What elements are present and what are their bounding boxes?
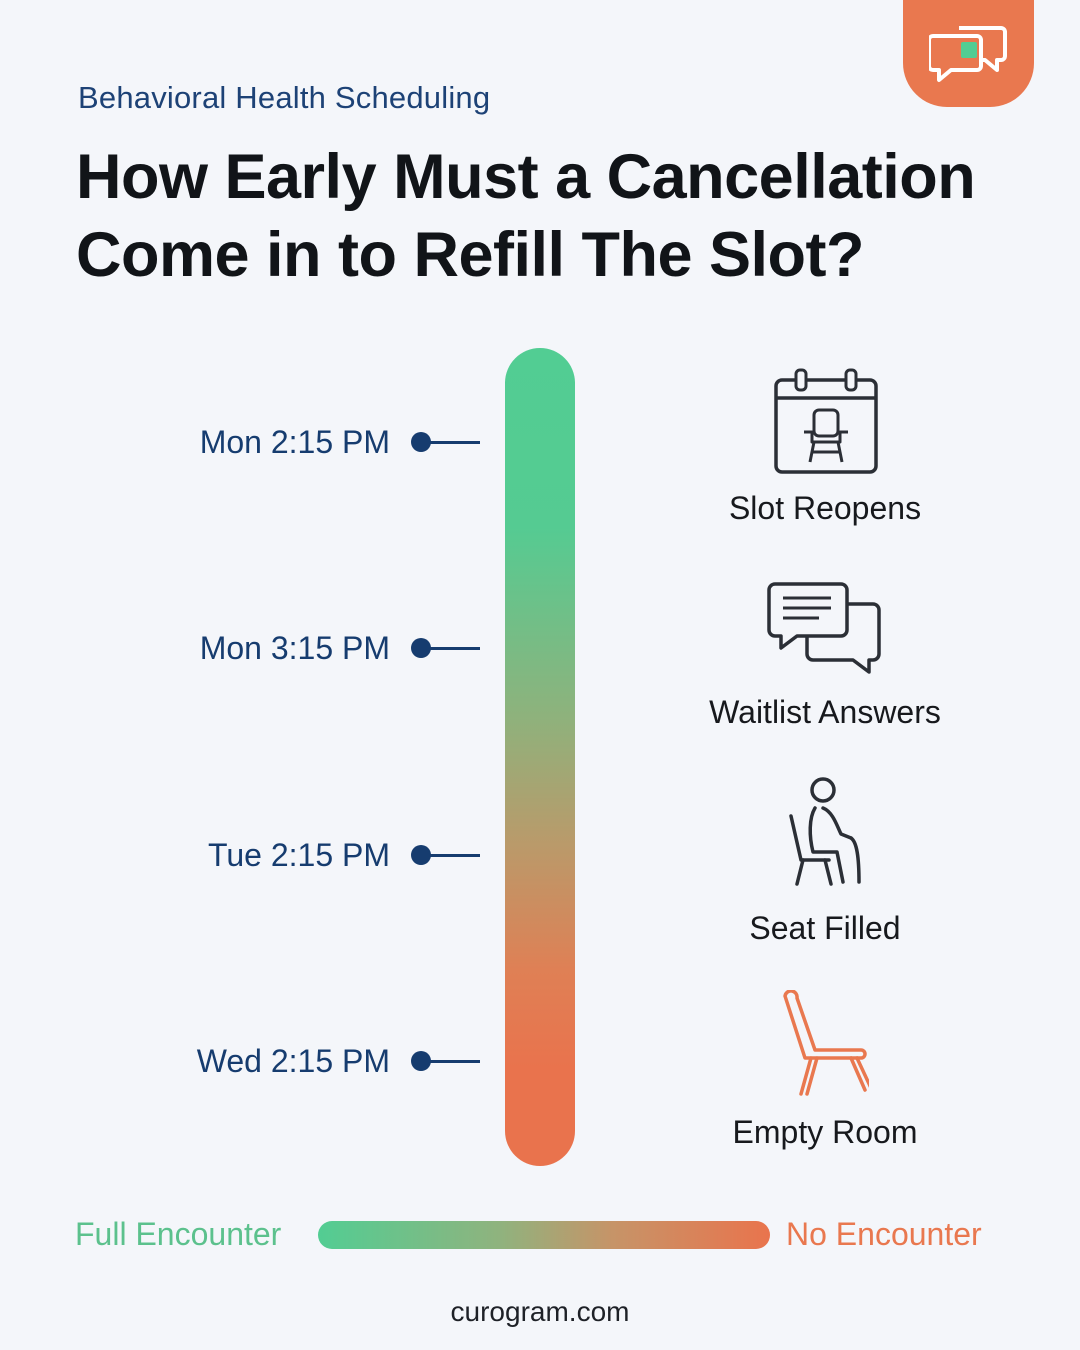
chat-bubbles-icon xyxy=(929,26,1007,82)
empty-chair-icon xyxy=(783,990,869,1096)
timeline-tick-3: Tue 2:15 PM xyxy=(180,835,480,875)
stage-seat-filled: Seat Filled xyxy=(660,776,990,948)
tick-connector xyxy=(425,1060,480,1063)
legend-right-label: No Encounter xyxy=(786,1216,982,1252)
stage-label: Empty Room xyxy=(732,1114,918,1150)
page-title: How Early Must a Cancellation Come in to… xyxy=(76,142,976,290)
tick-connector xyxy=(425,647,480,650)
tick-dot xyxy=(411,845,431,865)
stage-waitlist-answers: Waitlist Answers xyxy=(660,580,990,732)
timeline-tick-4: Wed 2:15 PM xyxy=(180,1041,480,1081)
tick-connector xyxy=(425,854,480,857)
tick-label: Mon 3:15 PM xyxy=(199,630,390,666)
calendar-chair-icon xyxy=(774,368,878,474)
legend-left-label: Full Encounter xyxy=(75,1216,282,1252)
stage-label: Seat Filled xyxy=(749,910,901,946)
timeline-tick-2: Mon 3:15 PM xyxy=(180,628,480,668)
tick-dot xyxy=(411,1051,431,1071)
logo-badge xyxy=(903,0,1034,107)
chat-bubbles-icon xyxy=(767,582,881,674)
tick-label: Mon 2:15 PM xyxy=(199,424,390,460)
timeline-tick-1: Mon 2:15 PM xyxy=(180,422,480,462)
tick-dot xyxy=(411,432,431,452)
tick-label: Tue 2:15 PM xyxy=(207,837,390,873)
seated-person-icon xyxy=(789,777,861,886)
tick-label: Wed 2:15 PM xyxy=(196,1043,390,1079)
legend-gradient-bar xyxy=(318,1221,770,1249)
tick-connector xyxy=(425,441,480,444)
stage-label: Slot Reopens xyxy=(728,490,922,526)
stage-slot-reopens: Slot Reopens xyxy=(660,368,990,528)
stage-empty-room: Empty Room xyxy=(660,990,990,1152)
tick-dot xyxy=(411,638,431,658)
timeline-bar xyxy=(505,348,575,1166)
stage-label: Waitlist Answers xyxy=(709,694,941,730)
footer-site: curogram.com xyxy=(450,1296,630,1327)
eyebrow: Behavioral Health Scheduling xyxy=(78,80,491,115)
